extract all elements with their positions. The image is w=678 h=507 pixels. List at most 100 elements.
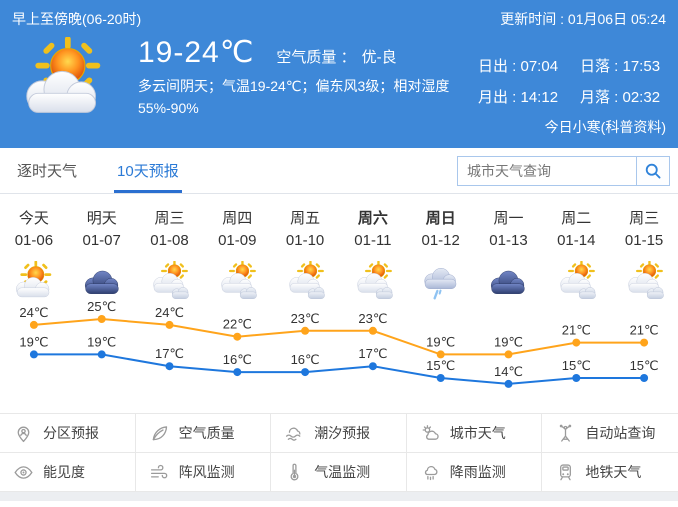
sun-clouds-icon: [146, 261, 192, 301]
menu-item-label: 潮汐预报: [314, 425, 371, 441]
low-temp-label: 19℃: [19, 334, 48, 349]
tide-icon: [284, 423, 305, 444]
air-quality-value: 优-良: [361, 49, 397, 66]
high-temp-label: 23℃: [291, 311, 320, 326]
sun-clouds-icon: [621, 261, 667, 301]
period-label: 早上至傍晚(06-20时): [12, 11, 142, 27]
forecast-day-column[interactable]: 明天 01-07: [68, 207, 136, 301]
air-quality-label: 空气质量 ：: [276, 49, 356, 66]
low-temp-point: [572, 374, 581, 382]
low-temp-label: 19℃: [87, 334, 116, 349]
high-temp-label: 21℃: [630, 323, 659, 338]
weekday-label: 周六: [357, 210, 388, 227]
high-temp-point: [368, 326, 377, 335]
rain-monitor-icon: [420, 462, 441, 483]
weekday-label: 周一: [493, 210, 524, 227]
eye-icon: [13, 462, 34, 483]
high-temp-point: [29, 320, 38, 329]
menu-item-label: 气温监测: [314, 464, 371, 480]
search-button[interactable]: [637, 156, 670, 186]
weekday-label: 周三: [629, 210, 660, 227]
date-label: 01-09: [218, 232, 257, 249]
high-temp-point: [504, 350, 513, 359]
temperature-chart: 24℃ 25℃ 24℃ 22℃ 23℃ 23℃ 19℃ 19℃ 21℃ 21℃ 19℃ 19℃ 17℃ 1…: [19, 301, 659, 388]
forecast-day-column[interactable]: 周二 01-14: [542, 207, 610, 301]
menu-item-label: 地铁天气: [585, 464, 642, 480]
menu-item-pin-person[interactable]: 分区预报: [0, 414, 136, 452]
high-temp-point: [165, 320, 174, 329]
moonset-time: 月落 : 02:32: [580, 89, 661, 106]
menu-row: 分区预报 空气质量 潮汐预报 城市天气 自动站查询: [0, 414, 678, 453]
pin-person-icon: [13, 423, 34, 444]
date-label: 01-07: [82, 232, 121, 249]
overcast-icon: [79, 261, 125, 301]
thermometer-icon: [284, 462, 305, 483]
low-temp-point: [640, 374, 649, 382]
date-label: 01-15: [624, 232, 664, 249]
high-temp-point: [572, 338, 581, 347]
search-input[interactable]: [457, 156, 637, 186]
menu-item-train[interactable]: 地铁天气: [542, 453, 678, 491]
weekday-label: 周二: [561, 210, 592, 227]
menu-item-rain-monitor[interactable]: 降雨监测: [407, 453, 543, 491]
menu-item-eye[interactable]: 能见度: [0, 453, 136, 491]
forecast-day-column[interactable]: 周四 01-09: [203, 207, 271, 301]
overcast-icon: [485, 261, 531, 301]
moonrise-time: 月出 : 14:12: [478, 89, 559, 106]
forecast-days: 今天 01-06 明天 01-07 周三 01-08 周四 01-09 周五 01-10 周六 01-…: [0, 194, 678, 301]
tab-10day[interactable]: 10天预报: [114, 148, 182, 193]
sun-cloud-icon: [11, 261, 57, 301]
low-temp-point: [436, 374, 445, 382]
menu-item-wind[interactable]: 阵风监测: [136, 453, 272, 491]
date-label: 01-13: [489, 232, 528, 249]
low-temp-point: [97, 350, 106, 359]
menu-item-thermometer[interactable]: 气温监测: [271, 453, 407, 491]
sun-clouds-icon: [214, 261, 260, 301]
menu-item-leaf[interactable]: 空气质量: [136, 414, 272, 452]
sun-clouds-icon: [282, 261, 328, 301]
low-temp-point: [504, 379, 513, 388]
menu-item-station[interactable]: 自动站查询: [542, 414, 678, 452]
solar-term-link[interactable]: 今日小寒(科普资料): [544, 119, 666, 135]
forecast-day-column[interactable]: 周日 01-12: [407, 207, 475, 301]
date-label: 01-12: [421, 232, 460, 249]
tab-hourly[interactable]: 逐时天气: [17, 163, 78, 180]
forecast-day-column[interactable]: 周一 01-13: [475, 207, 543, 301]
low-temp-point: [301, 368, 310, 377]
forecast-day-column[interactable]: 周五 01-10: [271, 207, 339, 301]
date-label: 01-14: [557, 232, 596, 249]
sunset-time: 日落 : 17:53: [580, 58, 661, 75]
rain-icon: [418, 261, 464, 301]
high-temp-point: [301, 326, 310, 335]
wind-icon: [149, 462, 170, 483]
high-temp-point: [97, 315, 106, 323]
low-temp-label: 15℃: [630, 358, 659, 373]
station-icon: [555, 423, 576, 444]
menu-item-tide[interactable]: 潮汐预报: [271, 414, 407, 452]
leaf-icon: [149, 423, 170, 444]
high-temp-label: 19℃: [426, 334, 455, 349]
weather-description: 多云间阴天；气温19-24℃；偏东风3级；相对湿度55%-90%: [138, 78, 450, 116]
forecast-day-column[interactable]: 周三 01-15: [610, 207, 678, 301]
high-temp-point: [436, 350, 445, 359]
forecast-day-column[interactable]: 周六 01-11: [339, 207, 407, 301]
high-temp-label: 19℃: [494, 334, 523, 349]
low-temp-label: 15℃: [426, 358, 455, 373]
bottom-menu: 分区预报 空气质量 潮汐预报 城市天气 自动站查询能见度 阵风监测 气温监测 降雨监测 地铁天气: [0, 413, 678, 492]
low-temp-label: 15℃: [562, 358, 591, 373]
header: 早上至傍晚(06-20时) 更新时间 : 01月06日 05:24 19-24℃…: [0, 0, 678, 148]
date-label: 01-10: [285, 232, 325, 249]
forecast-day-column[interactable]: 周三 01-08: [136, 207, 204, 301]
menu-item-label: 自动站查询: [585, 425, 656, 441]
menu-item-label: 城市天气: [449, 425, 506, 441]
update-time: 更新时间 : 01月06日 05:24: [500, 11, 666, 27]
high-temp-label: 23℃: [358, 311, 387, 326]
train-icon: [555, 462, 576, 483]
low-temp-line: [33, 353, 645, 385]
forecast-day-column[interactable]: 今天 01-06: [0, 207, 68, 301]
low-temp-label: 16℃: [223, 352, 252, 367]
menu-item-city-weather[interactable]: 城市天气: [407, 414, 543, 452]
high-temp-point: [640, 338, 649, 347]
sun-moon-times: 日出 : 07:04 日落 : 17:53 月出 : 14:12 月落 : 02…: [478, 55, 668, 117]
